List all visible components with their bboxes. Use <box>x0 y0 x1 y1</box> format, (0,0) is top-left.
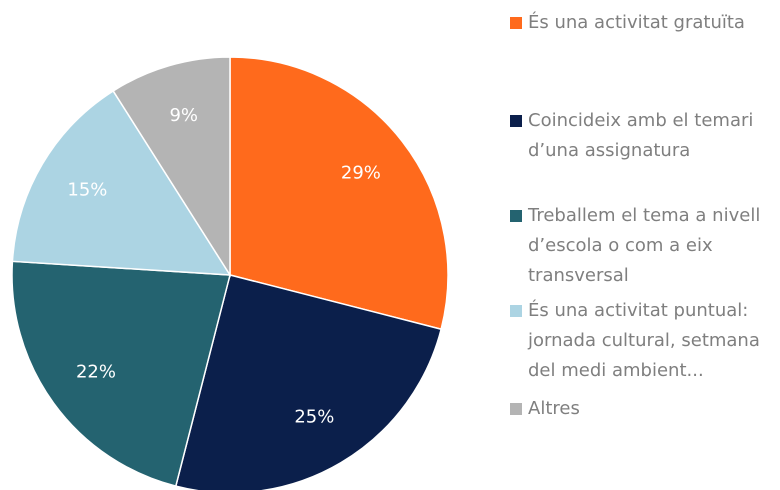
pie-slice <box>112 56 231 278</box>
legend-label: Treballem el tema a nivell d’escola o co… <box>528 205 761 286</box>
data-label: 25% <box>294 407 334 428</box>
legend-entry: Altres <box>510 394 778 424</box>
data-label: 9% <box>169 105 198 126</box>
data-label: 29% <box>341 162 381 183</box>
legend-swatch <box>510 17 522 29</box>
legend: És una activitat gratuïta Coincideix amb … <box>510 0 778 490</box>
legend-entry: És una activitat gratuïta <box>510 8 778 38</box>
legend-entry: És una activitat puntual: jornada cultur… <box>510 296 778 386</box>
legend-label: És una activitat gratuïta <box>528 12 745 33</box>
legend-label: Altres <box>528 398 580 419</box>
pie-slice <box>229 56 449 331</box>
legend-label: Coincideix amb el temari d’una assignatu… <box>528 110 754 161</box>
legend-swatch <box>510 115 522 127</box>
pie-slice <box>11 89 232 276</box>
legend-entry: Coincideix amb el temari d’una assignatu… <box>510 106 778 166</box>
legend-label: És una activitat puntual: jornada cultur… <box>528 300 760 381</box>
pie-slice <box>174 274 443 490</box>
legend-entry: Treballem el tema a nivell d’escola o co… <box>510 201 778 291</box>
legend-swatch <box>510 305 522 317</box>
data-label: 15% <box>67 180 107 201</box>
pie-chart: 29% 25% 22% 15% 9% <box>11 56 449 490</box>
pie-slice <box>11 260 231 488</box>
legend-swatch <box>510 403 522 415</box>
data-label: 22% <box>76 361 116 382</box>
legend-swatch <box>510 210 522 222</box>
